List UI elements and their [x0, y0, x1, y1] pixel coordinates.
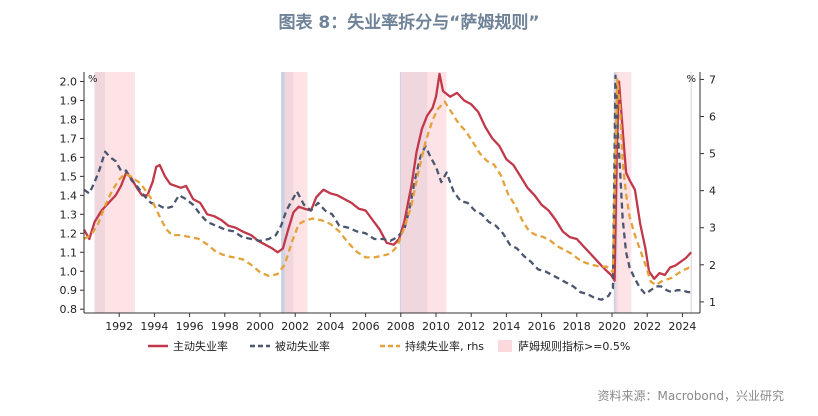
legend-label-2: 持续失业率, rhs — [405, 339, 484, 353]
legend-label-1: 被动失业率 — [275, 339, 330, 353]
left-tick-label-9: 1.7 — [60, 132, 78, 145]
page-title: 图表 8：失业率拆分与“萨姆规则” — [278, 13, 540, 33]
bands-layer — [94, 72, 632, 313]
left-tick-label-0: 0.8 — [60, 303, 78, 316]
series-line-2 — [83, 78, 693, 287]
sahm-band-7 — [615, 72, 632, 313]
sahm-band-6 — [400, 72, 447, 313]
x-tick-label-6: 2004 — [316, 320, 344, 333]
left-tick-label-1: 0.9 — [60, 284, 78, 297]
x-tick-label-14: 2020 — [598, 320, 626, 333]
x-tick-label-4: 2000 — [246, 320, 274, 333]
legend-label-0: 主动失业率 — [173, 339, 228, 353]
x-tick-label-15: 2022 — [633, 320, 661, 333]
left-tick-label-2: 1.0 — [60, 265, 78, 278]
x-tick-label-0: 1992 — [105, 320, 133, 333]
x-tick-label-13: 2018 — [563, 320, 591, 333]
x-tick-label-12: 2016 — [528, 320, 556, 333]
right-tick-label-0: 1 — [709, 296, 716, 309]
x-tick-label-3: 1998 — [211, 320, 239, 333]
legend-label-3: 萨姆规则指标>=0.5% — [518, 339, 630, 353]
source-note: 资料来源：Macrobond，兴业研究 — [597, 389, 785, 403]
x-tick-label-2: 1996 — [176, 320, 204, 333]
right-tick-label-4: 5 — [709, 148, 716, 161]
left-axis-unit: % — [88, 74, 98, 85]
left-tick-label-10: 1.8 — [60, 113, 78, 126]
legend: 主动失业率 被动失业率 持续失业率, rhs 萨姆规则指标>=0.5% — [148, 339, 630, 353]
series-line-0 — [82, 72, 693, 282]
x-tick-label-8: 2008 — [387, 320, 415, 333]
axes-layer: 0.8 0.9 1.0 1.1 1.2 1.3 1.4 1.5 1.6 1.7 1.8 1.9 2.0 1… — [60, 72, 716, 333]
right-tick-label-1: 2 — [709, 259, 716, 272]
x-tick-label-7: 2006 — [352, 320, 380, 333]
left-tick-label-11: 1.9 — [60, 94, 78, 107]
right-tick-label-2: 3 — [709, 222, 716, 235]
legend-swatch-3 — [498, 340, 512, 352]
left-tick-label-8: 1.6 — [60, 151, 78, 164]
left-tick-label-4: 1.2 — [60, 227, 78, 240]
series-layer — [82, 72, 693, 301]
x-tick-label-11: 2014 — [492, 320, 520, 333]
x-tick-label-5: 2002 — [281, 320, 309, 333]
x-tick-label-10: 2012 — [457, 320, 485, 333]
left-tick-label-12: 2.0 — [60, 75, 78, 88]
x-tick-label-9: 2010 — [422, 320, 450, 333]
right-tick-label-5: 6 — [709, 110, 716, 123]
series-line-1 — [83, 74, 692, 301]
x-tick-label-1: 1994 — [140, 320, 168, 333]
sahm-band-4 — [94, 72, 136, 313]
sahm-band-5 — [284, 72, 308, 313]
left-tick-label-5: 1.3 — [60, 208, 78, 221]
left-tick-label-6: 1.4 — [60, 189, 78, 202]
left-tick-label-3: 1.1 — [60, 246, 78, 259]
right-tick-label-3: 4 — [709, 185, 716, 198]
right-axis-unit: % — [686, 74, 696, 85]
right-tick-label-6: 7 — [709, 73, 716, 86]
left-tick-label-7: 1.5 — [60, 170, 78, 183]
x-tick-label-16: 2024 — [668, 320, 696, 333]
